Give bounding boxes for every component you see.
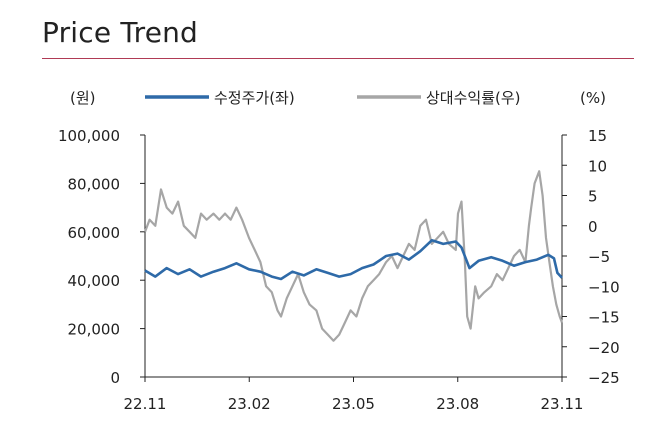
right-tick-label: −25 [588,369,620,387]
right-axis-unit: (%) [580,89,606,107]
right-tick-label: 0 [588,218,598,236]
x-tick-label: 23.02 [228,395,271,413]
title-divider [42,58,634,59]
right-tick-label: −10 [588,278,620,296]
right-tick-label: 15 [588,127,607,145]
series-line-price [144,239,563,281]
series-line-relative [143,170,564,342]
right-axis-ticks: 15 10 5 0 −5 −10 −15 −20 −25 [562,127,620,387]
x-axis-ticks: 22.11 23.02 23.05 23.08 23.11 [124,377,584,413]
series-layer [143,170,564,342]
x-tick-label: 23.08 [436,395,479,413]
page-title: Price Trend [42,16,199,49]
x-tick-label: 23.05 [332,395,375,413]
legend-label-price: 수정주가(좌) [214,89,295,107]
right-tick-label: −15 [588,309,620,327]
left-tick-label: 20,000 [68,321,121,339]
legend: 수정주가(좌) 상대수익률(우) [145,89,521,107]
right-tick-label: −5 [588,248,610,266]
left-tick-label: 60,000 [68,224,121,242]
x-tick-label: 23.11 [541,395,584,413]
x-tick-label: 22.11 [124,395,167,413]
left-axis-unit: (원) [70,89,96,107]
right-tick-label: 10 [588,157,607,175]
legend-label-relative: 상대수익률(우) [426,89,521,107]
left-tick-label: 40,000 [68,272,121,290]
right-tick-label: 5 [588,188,598,206]
left-tick-label: 0 [110,369,120,387]
left-axis-ticks: 0 20,000 40,000 60,000 80,000 100,000 [58,127,145,387]
left-tick-label: 80,000 [68,175,121,193]
right-tick-label: −20 [588,339,620,357]
left-tick-label: 100,000 [58,127,120,145]
